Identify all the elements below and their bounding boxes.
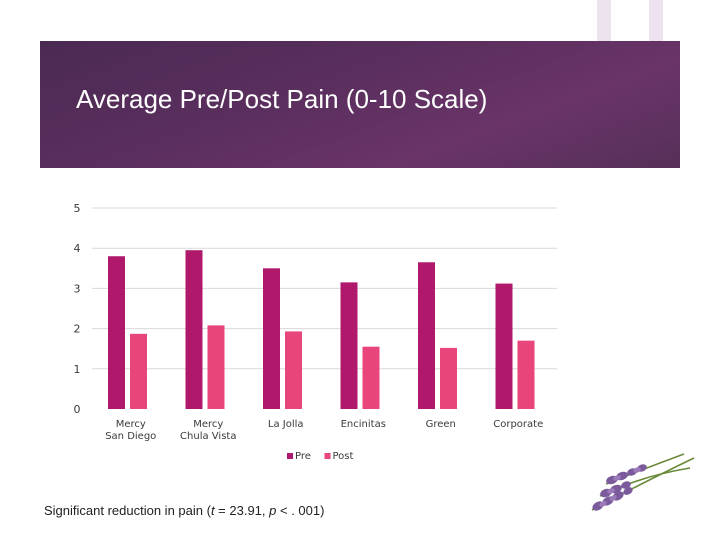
bar-post <box>440 347 457 409</box>
legend-swatch-post <box>324 453 331 459</box>
x-tick-label-line: Mercy <box>116 419 146 430</box>
decorative-bar-left <box>597 0 611 46</box>
bar-post <box>362 346 380 409</box>
x-tick-label-line: Corporate <box>493 419 543 430</box>
x-tick-label-line: La Jolla <box>268 419 304 430</box>
x-tick-label-line: San Diego <box>105 431 156 442</box>
bar-pre <box>263 268 280 409</box>
legend-label-post: Post <box>333 451 354 462</box>
gridlines <box>92 207 557 370</box>
y-tick-label: 5 <box>74 202 81 215</box>
x-tick-label-line: Mercy <box>193 419 223 430</box>
legend: Pre Post <box>287 451 354 462</box>
bar-pre <box>340 282 358 409</box>
footnote: Significant reduction in pain (t = 23.91… <box>44 503 324 518</box>
bar-pre <box>495 283 513 409</box>
y-tick-label: 4 <box>74 242 81 255</box>
slide-title: Average Pre/Post Pain (0-10 Scale) <box>76 84 488 114</box>
footnote-t-value: = 23.91, <box>214 503 270 518</box>
x-tick-label: Green <box>426 419 456 430</box>
y-tick-label: 1 <box>74 363 81 376</box>
x-tick-label-line: Green <box>426 419 456 430</box>
y-tick-label: 0 <box>74 403 81 416</box>
y-tick-label: 2 <box>74 323 81 336</box>
lavender-sprig-image <box>591 453 695 511</box>
x-tick-label: Encinitas <box>341 419 386 430</box>
bar-post <box>517 340 535 409</box>
footnote-prefix: Significant reduction in pain ( <box>44 503 211 518</box>
bar-post <box>130 333 147 409</box>
x-tick-label: Corporate <box>493 419 543 430</box>
legend-swatch-pre <box>287 453 293 459</box>
bar-pre <box>418 262 435 409</box>
legend-label-pre: Pre <box>295 451 311 462</box>
bar-pre <box>108 256 125 409</box>
bar-post <box>207 325 225 409</box>
x-tick-label: La Jolla <box>268 419 304 430</box>
decorative-bar-right <box>649 0 663 46</box>
footnote-t-symbol: t <box>210 503 215 518</box>
bar-pre <box>185 250 203 409</box>
title-band <box>40 41 680 168</box>
footnote-p-symbol: p <box>269 503 277 518</box>
x-tick-label: Mercy San Diego <box>105 419 156 442</box>
footnote-p-value: < . 001) <box>276 503 325 518</box>
bar-post <box>285 331 302 409</box>
y-axis-ticks: 0 1 2 3 4 5 <box>74 202 81 416</box>
bars <box>108 250 535 409</box>
x-tick-label: Mercy Chula Vista <box>180 419 236 442</box>
y-tick-label: 3 <box>74 282 81 295</box>
x-tick-label-line: Chula Vista <box>180 431 236 442</box>
x-tick-label-line: Encinitas <box>341 419 386 430</box>
